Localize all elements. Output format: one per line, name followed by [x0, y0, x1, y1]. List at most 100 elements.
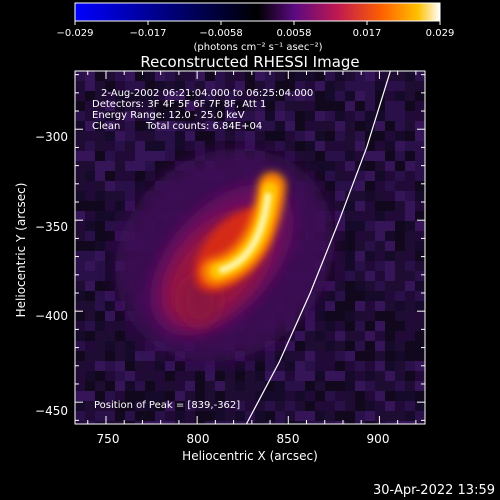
noise-cell	[145, 171, 155, 181]
noise-cell	[385, 381, 395, 391]
noise-cell	[415, 101, 425, 111]
noise-cell	[385, 241, 395, 251]
noise-cell	[405, 121, 415, 131]
noise-cell	[85, 211, 95, 221]
noise-cell	[185, 371, 195, 381]
noise-cell	[245, 401, 255, 411]
noise-cell	[345, 341, 355, 351]
noise-cell	[325, 191, 335, 201]
noise-cell	[285, 401, 295, 411]
noise-cell	[105, 411, 115, 421]
noise-cell	[385, 111, 395, 121]
noise-cell	[245, 81, 255, 91]
noise-cell	[405, 271, 415, 281]
noise-cell	[175, 381, 185, 391]
noise-cell	[85, 91, 95, 101]
noise-cell	[265, 371, 275, 381]
noise-cell	[125, 331, 135, 341]
noise-cell	[145, 121, 155, 131]
noise-cell	[295, 371, 305, 381]
noise-cell	[85, 121, 95, 131]
noise-cell	[255, 401, 265, 411]
noise-cell	[325, 291, 335, 301]
noise-cell	[235, 121, 245, 131]
noise-cell	[295, 91, 305, 101]
noise-cell	[355, 271, 365, 281]
noise-cell	[305, 371, 315, 381]
noise-cell	[125, 411, 135, 421]
noise-cell	[415, 151, 425, 161]
noise-cell	[335, 321, 345, 331]
noise-cell	[85, 281, 95, 291]
noise-cell	[345, 231, 355, 241]
noise-cell	[85, 321, 95, 331]
noise-cell	[345, 151, 355, 161]
noise-cell	[155, 351, 165, 361]
noise-cell	[265, 81, 275, 91]
noise-cell	[225, 411, 235, 421]
noise-cell	[245, 391, 255, 401]
noise-cell	[95, 331, 105, 341]
noise-cell	[95, 271, 105, 281]
noise-cell	[375, 291, 385, 301]
noise-cell	[405, 211, 415, 221]
noise-cell	[365, 161, 375, 171]
noise-cell	[75, 161, 85, 171]
noise-cell	[365, 271, 375, 281]
noise-cell	[155, 411, 165, 421]
annotation-detectors: Detectors: 3F 4F 5F 6F 7F 8F, Att 1	[92, 99, 266, 110]
noise-cell	[125, 131, 135, 141]
noise-cell	[125, 71, 135, 81]
noise-cell	[275, 421, 285, 424]
noise-cell	[225, 421, 235, 424]
noise-cell	[405, 251, 415, 261]
noise-cell	[415, 351, 425, 361]
noise-cell	[115, 141, 125, 151]
noise-cell	[345, 251, 355, 261]
noise-cell	[215, 111, 225, 121]
noise-cell	[345, 141, 355, 151]
noise-cell	[225, 71, 235, 81]
noise-cell	[165, 381, 175, 391]
noise-cell	[135, 151, 145, 161]
noise-cell	[215, 421, 225, 424]
noise-cell	[215, 71, 225, 81]
noise-cell	[75, 371, 85, 381]
noise-cell	[355, 321, 365, 331]
noise-cell	[275, 101, 285, 111]
noise-cell	[175, 151, 185, 161]
noise-cell	[75, 141, 85, 151]
noise-cell	[115, 401, 125, 411]
noise-cell	[95, 411, 105, 421]
noise-cell	[315, 321, 325, 331]
noise-cell	[85, 201, 95, 211]
noise-cell	[215, 121, 225, 131]
noise-cell	[335, 161, 345, 171]
noise-cell	[75, 261, 85, 271]
noise-cell	[295, 401, 305, 411]
noise-cell	[95, 301, 105, 311]
noise-cell	[145, 151, 155, 161]
noise-cell	[285, 331, 295, 341]
noise-cell	[175, 361, 185, 371]
noise-cell	[265, 131, 275, 141]
noise-cell	[285, 421, 295, 424]
noise-cell	[135, 101, 145, 111]
noise-cell	[395, 231, 405, 241]
noise-cell	[315, 381, 325, 391]
noise-cell	[385, 221, 395, 231]
noise-cell	[315, 331, 325, 341]
noise-cell	[365, 341, 375, 351]
noise-cell	[185, 121, 195, 131]
noise-cell	[345, 411, 355, 421]
noise-cell	[405, 71, 415, 81]
noise-cell	[345, 221, 355, 231]
noise-cell	[265, 101, 275, 111]
noise-cell	[355, 201, 365, 211]
noise-cell	[75, 351, 85, 361]
noise-cell	[105, 201, 115, 211]
noise-cell	[245, 131, 255, 141]
x-tick-label-750: 750	[97, 432, 120, 446]
noise-cell	[85, 421, 95, 424]
noise-cell	[325, 71, 335, 81]
